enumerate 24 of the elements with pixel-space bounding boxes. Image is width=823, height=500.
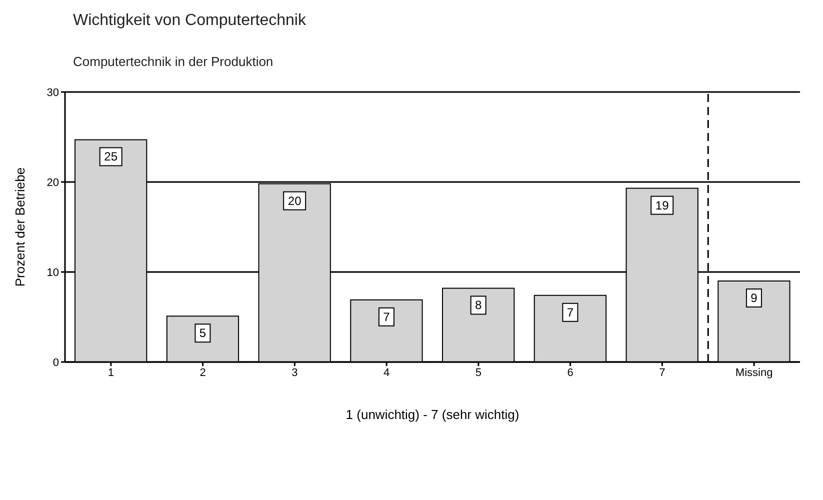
chart-subtitle: Computertechnik in der Produktion	[73, 54, 274, 69]
x-axis-title: 1 (unwichtig) - 7 (sehr wichtig)	[346, 407, 520, 422]
data-label: 19	[655, 198, 670, 212]
y-tick-label: 30	[46, 86, 59, 99]
x-tick-label: 7	[659, 366, 666, 379]
y-tick-label: 20	[46, 176, 59, 189]
data-label: 25	[104, 150, 118, 164]
x-tick-label: 3	[292, 366, 298, 379]
data-label: 7	[566, 305, 574, 320]
x-tick-label: 6	[567, 366, 574, 379]
y-tick-label: 0	[52, 356, 59, 369]
x-tick-label: 2	[200, 366, 206, 379]
data-label: 9	[750, 291, 758, 305]
x-tick-label: 1	[108, 366, 114, 379]
chart-title: Wichtigkeit von Computertechnik	[73, 12, 306, 30]
y-axis-title: Prozent der Betriebe	[12, 167, 28, 287]
y-tick-label: 10	[46, 266, 59, 279]
data-label: 8	[474, 298, 482, 312]
x-tick-label: 4	[384, 366, 390, 379]
data-label: 7	[383, 310, 390, 324]
data-label: 5	[199, 326, 206, 340]
x-tick-label: 5	[475, 366, 482, 379]
data-label: 20	[288, 194, 302, 208]
x-tick-label: Missing	[735, 366, 773, 379]
